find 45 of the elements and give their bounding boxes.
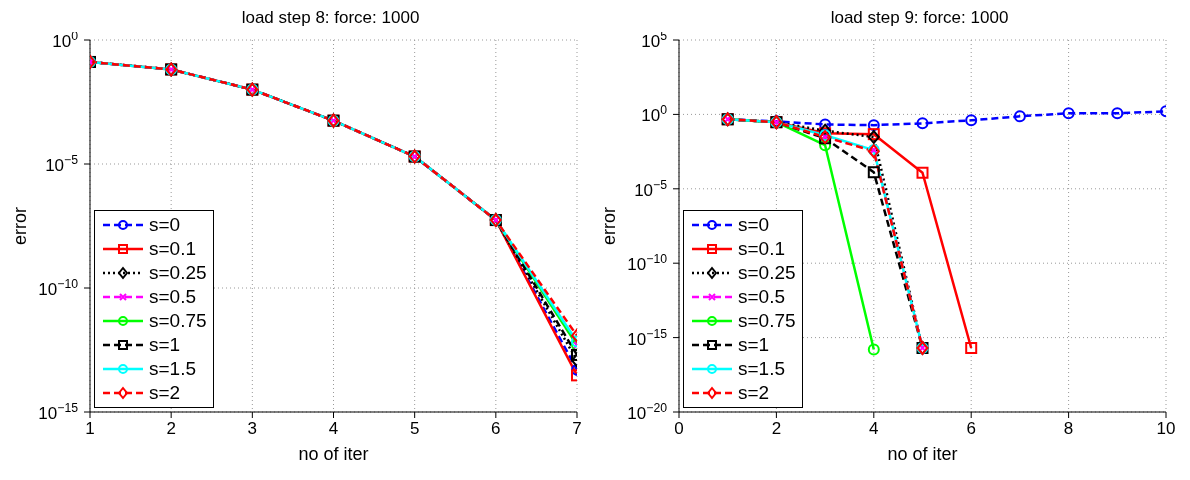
legend-label: s=0.75	[738, 310, 796, 332]
legend-label: s=0.5	[738, 286, 786, 308]
x-tick-label: 6	[966, 419, 976, 438]
legend-label: s=1	[149, 334, 181, 356]
legend-label: s=2	[738, 382, 770, 404]
y-tick-label: 10$^{0}$	[52, 29, 79, 51]
x-tick-label: 8	[1063, 419, 1074, 438]
legend-label: s=2	[149, 382, 181, 404]
x-axis-title: no of iter	[298, 444, 369, 464]
chart-title: load step 9: force: 1000	[830, 8, 1009, 27]
y-axis-title: error	[599, 206, 620, 246]
x-tick-label: 1	[85, 419, 95, 438]
x-tick-label: 0	[674, 419, 684, 438]
y-tick-label: 10$^{−5}$	[634, 177, 668, 200]
x-tick-label: 2	[771, 419, 782, 438]
x-tick-label: 2	[166, 419, 176, 438]
x-tick-label: 4	[869, 419, 879, 438]
y-tick-label: 10$^{−10}$	[627, 252, 668, 275]
legend-label: s=0.25	[738, 262, 796, 284]
legend-label: s=0.1	[149, 238, 197, 260]
x-tick-label: 6	[491, 419, 501, 438]
x-axis-title: no of iter	[887, 444, 958, 464]
x-tick-label: 3	[247, 419, 258, 438]
y-axis-title: error	[10, 206, 31, 246]
y-tick-label: 10$^{5}$	[641, 29, 668, 51]
legend-label: s=0.1	[738, 238, 786, 260]
legend-label: s=1	[738, 334, 770, 356]
y-tick-label: 10$^{0}$	[641, 103, 668, 126]
y-tick-label: 10$^{−5}$	[45, 153, 79, 175]
legend-label: s=1.5	[738, 358, 786, 380]
legend-label: s=0	[149, 214, 181, 236]
y-tick-label: 10$^{−15}$	[627, 326, 668, 349]
legend-label: s=0.75	[149, 310, 207, 332]
x-tick-label: 5	[409, 419, 420, 438]
legend-label: s=0	[738, 214, 770, 236]
x-tick-label: 10	[1156, 419, 1176, 438]
legend-label: s=0.5	[149, 286, 197, 308]
y-tick-label: 10$^{−20}$	[627, 401, 668, 423]
legend-label: s=1.5	[149, 358, 197, 380]
y-tick-label: 10$^{−10}$	[38, 277, 79, 299]
y-tick-label: 10$^{−15}$	[38, 401, 79, 423]
x-tick-label: 7	[572, 419, 582, 438]
legend-label: s=0.25	[149, 262, 207, 284]
chart-title: load step 8: force: 1000	[241, 8, 420, 27]
x-tick-label: 4	[328, 419, 339, 438]
